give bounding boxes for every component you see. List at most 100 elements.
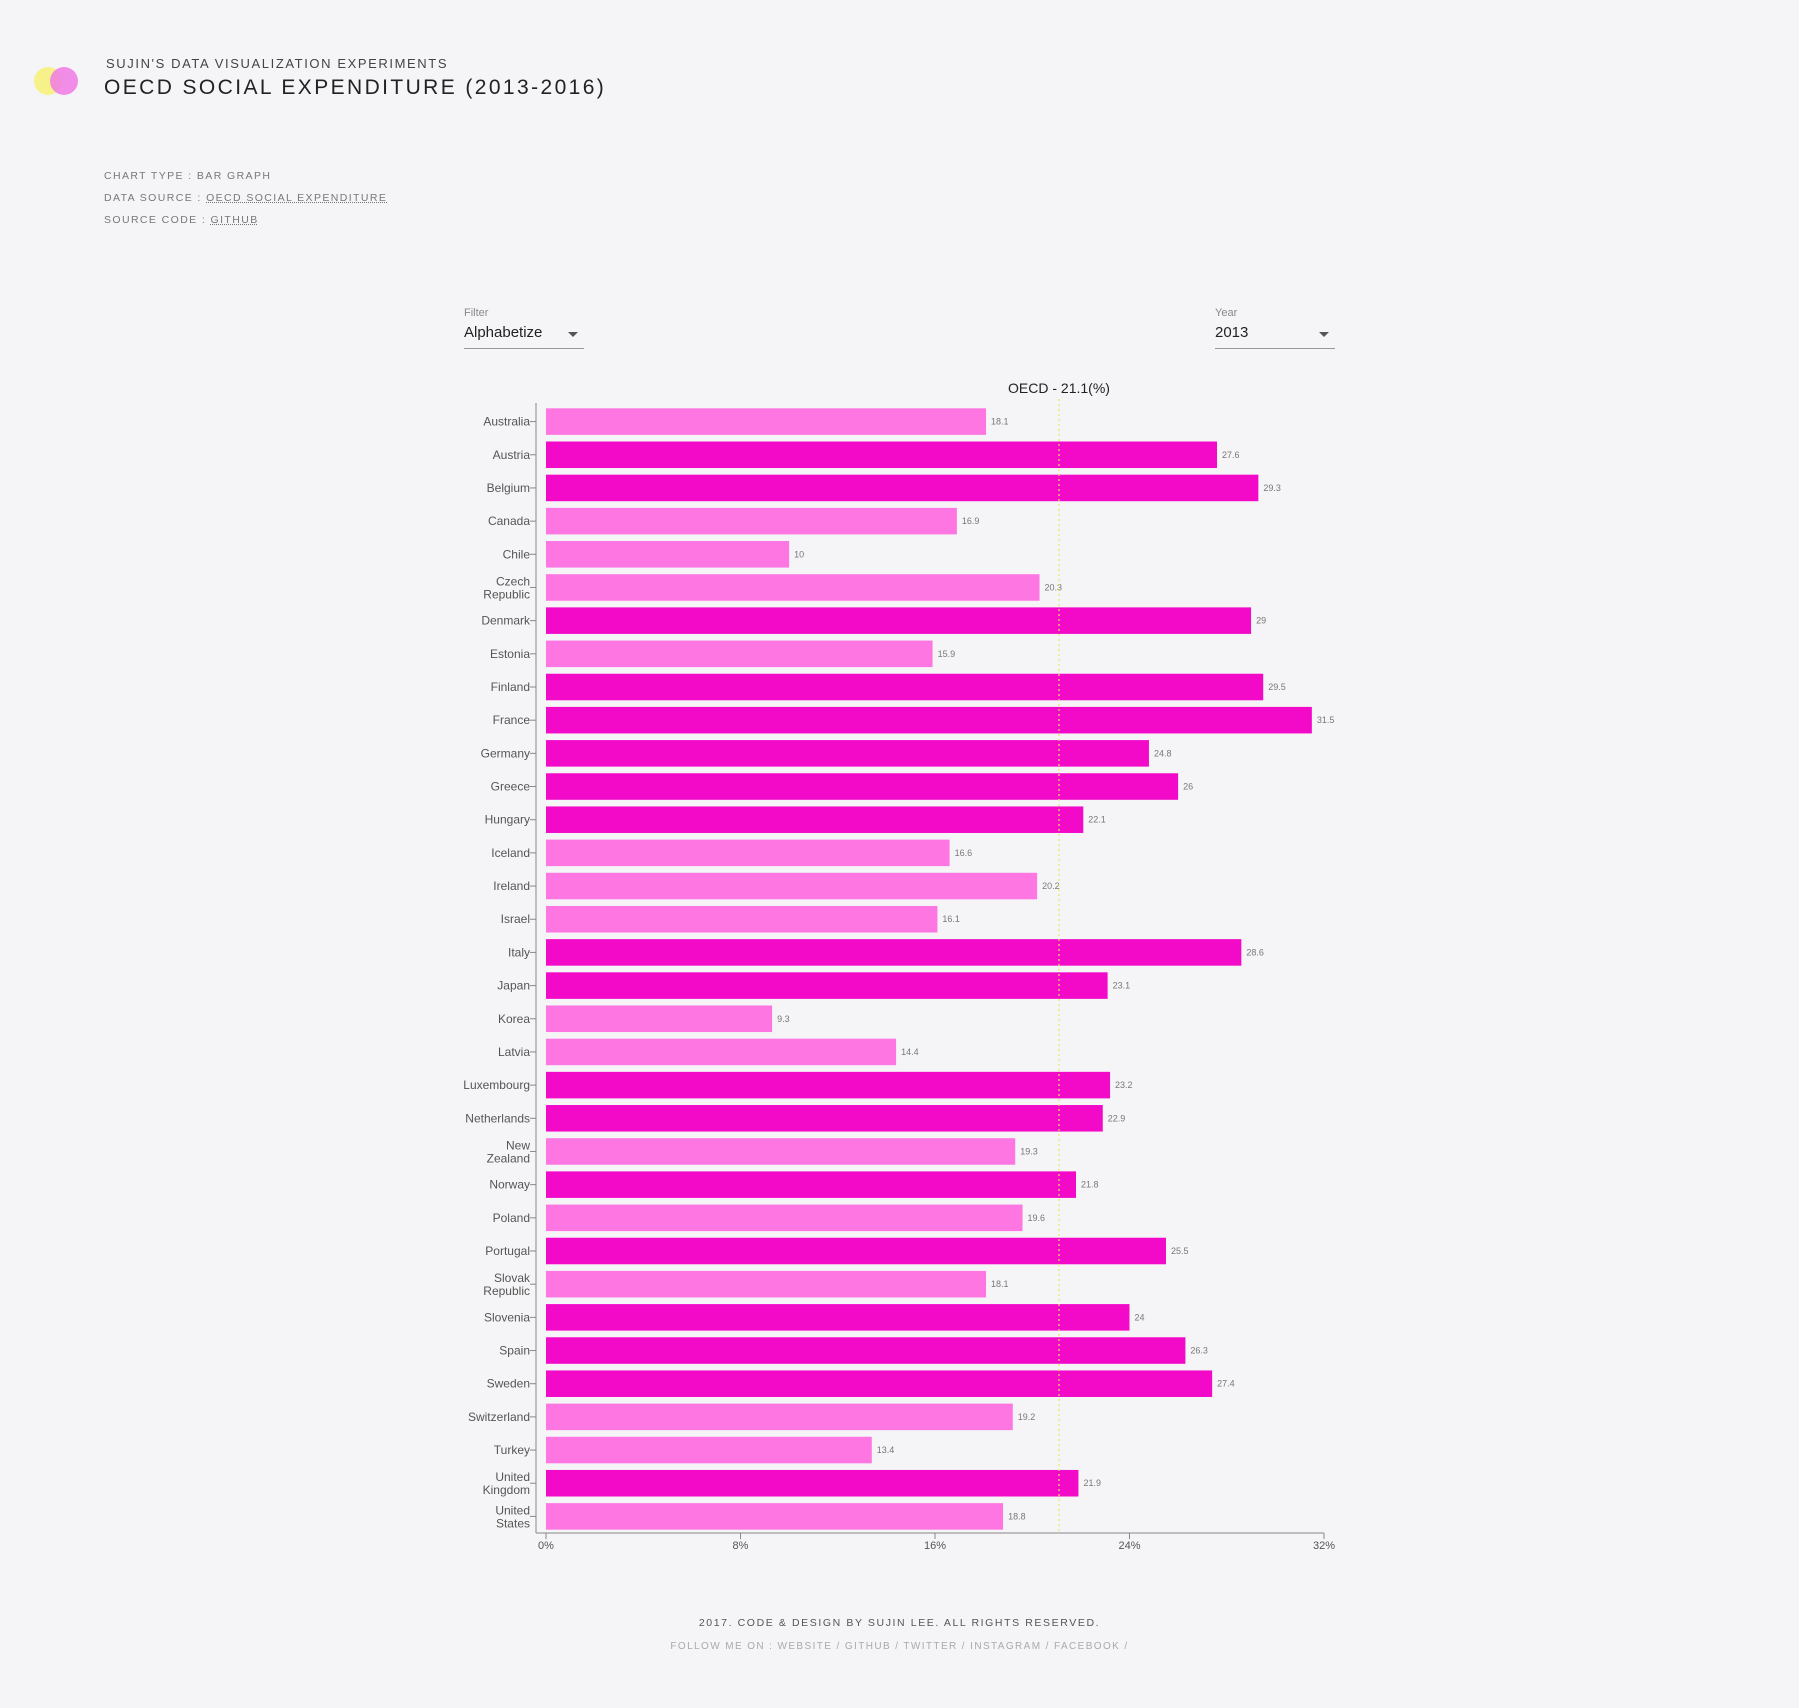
data-label: 26	[1183, 782, 1193, 792]
y-tick-label: Slovenia	[484, 1310, 530, 1324]
bar	[546, 1469, 1079, 1497]
bar	[546, 574, 1040, 601]
bar	[546, 673, 1264, 701]
bar	[546, 640, 933, 668]
y-tick-label: Slovak Republic	[483, 1271, 531, 1298]
data-label: 18.8	[1008, 1511, 1026, 1521]
bar	[546, 972, 1108, 999]
bar	[546, 773, 1179, 800]
data-label: 16.1	[942, 914, 960, 924]
bar	[546, 1270, 987, 1298]
bar	[546, 1105, 1103, 1132]
data-label: 29.3	[1263, 483, 1281, 493]
page-title: OECD SOCIAL EXPENDITURE (2013-2016)	[104, 76, 607, 99]
y-tick-label: France	[493, 713, 531, 727]
y-tick-label: Poland	[493, 1211, 530, 1225]
bar	[546, 1503, 1004, 1530]
y-tick-label: United Kingdom	[483, 1470, 530, 1497]
bar	[546, 1436, 872, 1464]
y-tick-label: Japan	[497, 979, 530, 993]
bar	[546, 1403, 1013, 1431]
bar	[546, 1005, 773, 1033]
data-label: 16.9	[962, 516, 980, 526]
data-label: 31.5	[1317, 715, 1335, 725]
bar	[546, 1337, 1186, 1364]
footer-credit: 2017. CODE & DESIGN BY SUJIN LEE. ALL RI…	[698, 1617, 1101, 1629]
x-tick-label: 16%	[924, 1540, 946, 1552]
bar	[546, 1071, 1111, 1099]
data-label: 23.1	[1113, 981, 1131, 991]
y-tick-label: Ireland	[493, 879, 530, 893]
data-label: 22.1	[1088, 815, 1106, 825]
bar	[546, 1204, 1023, 1232]
y-tick-label: Denmark	[481, 614, 531, 628]
y-tick-label: Norway	[489, 1178, 530, 1192]
y-tick-label: Hungary	[485, 813, 530, 827]
bar	[546, 872, 1038, 900]
year-value: 2013	[1215, 324, 1249, 341]
y-tick-label: Germany	[481, 746, 530, 760]
data-label: 24.8	[1154, 748, 1172, 758]
data-label: 22.9	[1108, 1113, 1126, 1123]
source-code-link[interactable]: GITHUB	[210, 214, 259, 226]
y-tick-label: Portugal	[485, 1244, 530, 1258]
source-code-label: SOURCE CODE :	[104, 214, 211, 226]
y-tick-label: Korea	[498, 1012, 530, 1026]
y-tick-label: Spain	[499, 1344, 530, 1358]
data-label: 14.4	[901, 1047, 919, 1057]
data-label: 27.4	[1217, 1379, 1235, 1389]
filter-select[interactable]: Alphabetize	[464, 324, 584, 349]
year-label: Year	[1215, 307, 1238, 319]
data-source-link[interactable]: OECD SOCIAL EXPENDITURE	[206, 192, 388, 204]
data-label: 28.6	[1246, 947, 1264, 957]
data-label: 18.1	[991, 417, 1009, 427]
data-label: 29	[1256, 616, 1266, 626]
y-tick-label: Finland	[491, 680, 530, 694]
y-tick-label: Belgium	[487, 481, 530, 495]
bar	[546, 839, 950, 867]
bar	[546, 441, 1218, 469]
year-control: Year 2013	[1215, 307, 1335, 349]
y-tick-label: Sweden	[487, 1377, 530, 1391]
data-label: 29.5	[1268, 682, 1286, 692]
data-source-row: DATA SOURCE : OECD SOCIAL EXPENDITURE	[104, 192, 387, 204]
y-tick-label: Czech Republic	[483, 574, 530, 601]
chevron-down-icon	[568, 332, 578, 337]
x-tick-label: 24%	[1118, 1540, 1140, 1552]
bar	[546, 1038, 897, 1066]
filter-control: Filter Alphabetize	[464, 307, 584, 349]
bar	[546, 939, 1242, 966]
year-select[interactable]: 2013	[1215, 324, 1335, 349]
data-label: 27.6	[1222, 450, 1240, 460]
bar	[546, 474, 1259, 502]
data-label: 18.1	[991, 1279, 1009, 1289]
bar	[546, 607, 1252, 634]
data-label: 24	[1135, 1312, 1145, 1322]
data-label: 20.3	[1045, 582, 1063, 592]
data-label: 15.9	[938, 649, 956, 659]
y-tick-label: New Zealand	[487, 1138, 531, 1165]
y-tick-label: Turkey	[494, 1443, 530, 1457]
y-tick-label: Greece	[491, 780, 531, 794]
average-label: OECD - 21.1(%)	[1008, 380, 1110, 396]
data-label: 10	[794, 549, 804, 559]
data-label: 25.5	[1171, 1246, 1189, 1256]
bar	[546, 806, 1084, 833]
source-code-row: SOURCE CODE : GITHUB	[104, 214, 259, 226]
y-tick-label: United States	[495, 1503, 530, 1530]
data-label: 23.2	[1115, 1080, 1133, 1090]
data-label: 16.6	[955, 848, 973, 858]
bar	[546, 1171, 1077, 1198]
site-supertitle: SUJIN'S DATA VISUALIZATION EXPERIMENTS	[106, 56, 449, 71]
bar	[546, 507, 957, 535]
bar	[546, 1370, 1213, 1397]
bar	[546, 1304, 1130, 1331]
footer-follow: FOLLOW ME ON : WEBSITE / GITHUB / TWITTE…	[670, 1641, 1129, 1652]
y-tick-label: Chile	[503, 547, 531, 561]
bar	[546, 1138, 1016, 1165]
bar	[546, 1237, 1166, 1265]
bar	[546, 706, 1312, 734]
data-label: 19.6	[1028, 1213, 1046, 1223]
bar	[546, 905, 938, 933]
data-label: 20.2	[1042, 881, 1060, 891]
